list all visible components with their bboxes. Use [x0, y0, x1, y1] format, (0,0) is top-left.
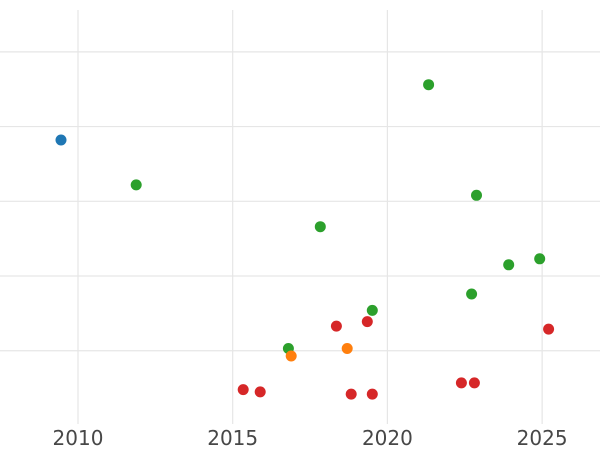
data-point-green — [503, 259, 515, 271]
data-point-red — [543, 323, 555, 335]
data-point-red — [455, 377, 467, 389]
data-point-green — [130, 179, 142, 191]
x-tick-label: 2020 — [362, 426, 413, 450]
data-point-red — [468, 377, 480, 389]
data-point-green — [366, 304, 378, 316]
data-point-green — [466, 288, 478, 300]
x-tick-label: 2025 — [517, 426, 568, 450]
data-point-red — [330, 320, 342, 332]
data-point-green — [471, 189, 482, 201]
data-point-red — [237, 384, 249, 396]
data-point-green — [314, 221, 326, 233]
data-point-orange — [341, 343, 353, 354]
data-point-red — [345, 388, 357, 400]
data-point-red — [361, 316, 373, 328]
data-point-blue — [55, 134, 67, 146]
data-point-orange — [285, 350, 297, 362]
data-point-red — [254, 386, 266, 398]
data-point-green — [423, 79, 435, 91]
data-point-red — [366, 388, 378, 400]
x-tick-label: 2015 — [207, 426, 258, 450]
x-tick-label: 2010 — [53, 426, 104, 450]
data-point-green — [534, 253, 546, 265]
